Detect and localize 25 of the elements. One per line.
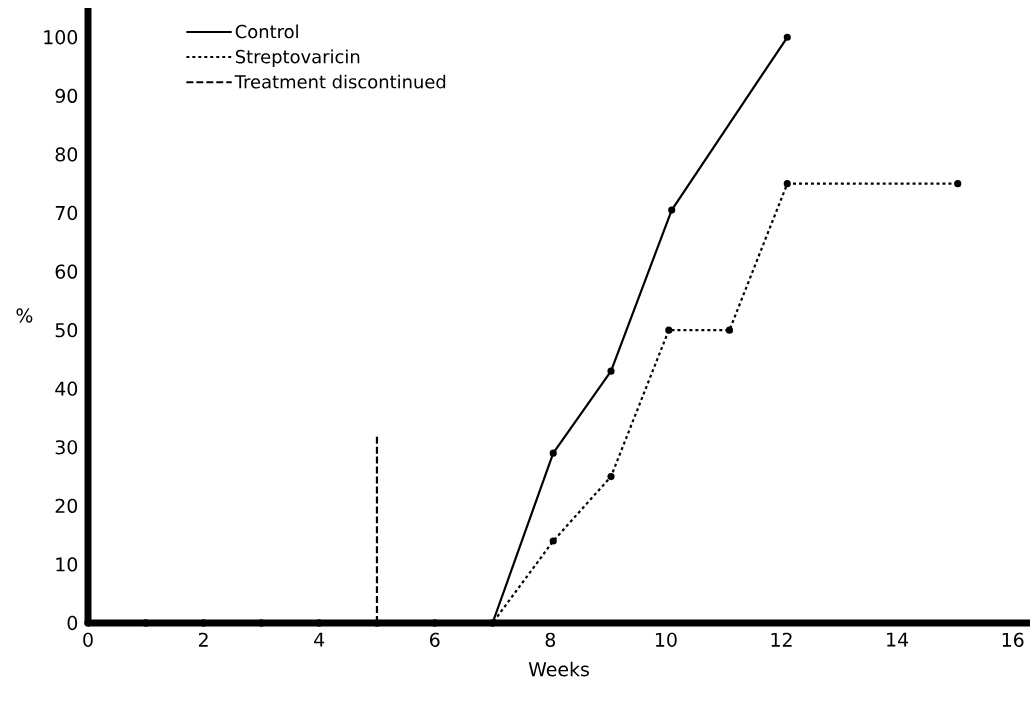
legend-label: Treatment discontinued — [234, 74, 446, 89]
y-tick-label: 80 — [55, 147, 78, 162]
x-tick-label: 2 — [198, 632, 208, 647]
y-tick-label: 0 — [67, 615, 78, 631]
x-tick-label: 4 — [314, 632, 325, 647]
y-tick-label: 20 — [55, 498, 78, 514]
legend-label: Control — [235, 24, 298, 39]
y-tick-label: 60 — [55, 264, 78, 279]
y-tick-label: 50 — [55, 322, 78, 338]
x-tick-label: 16 — [1002, 632, 1024, 647]
x-tick-label: 14 — [887, 632, 909, 647]
y-tick-label: 10 — [56, 557, 78, 572]
x-tick-label: 10 — [655, 632, 677, 647]
y-tick-label: 70 — [55, 205, 78, 221]
x-tick-label: 8 — [545, 632, 556, 647]
x-tick-label: 6 — [430, 632, 440, 647]
x-tick-label: 12 — [771, 632, 792, 647]
y-tick-label: 30 — [55, 440, 78, 455]
y-tick-label: 40 — [55, 381, 78, 396]
y-axis-title: % — [16, 308, 33, 323]
y-tick-label: 100 — [44, 30, 78, 45]
x-axis-title: Weeks — [528, 661, 589, 677]
x-tick-label: 0 — [83, 632, 93, 647]
legend-label: Streptovaricin — [235, 49, 360, 67]
y-tick-label: 90 — [55, 88, 78, 104]
